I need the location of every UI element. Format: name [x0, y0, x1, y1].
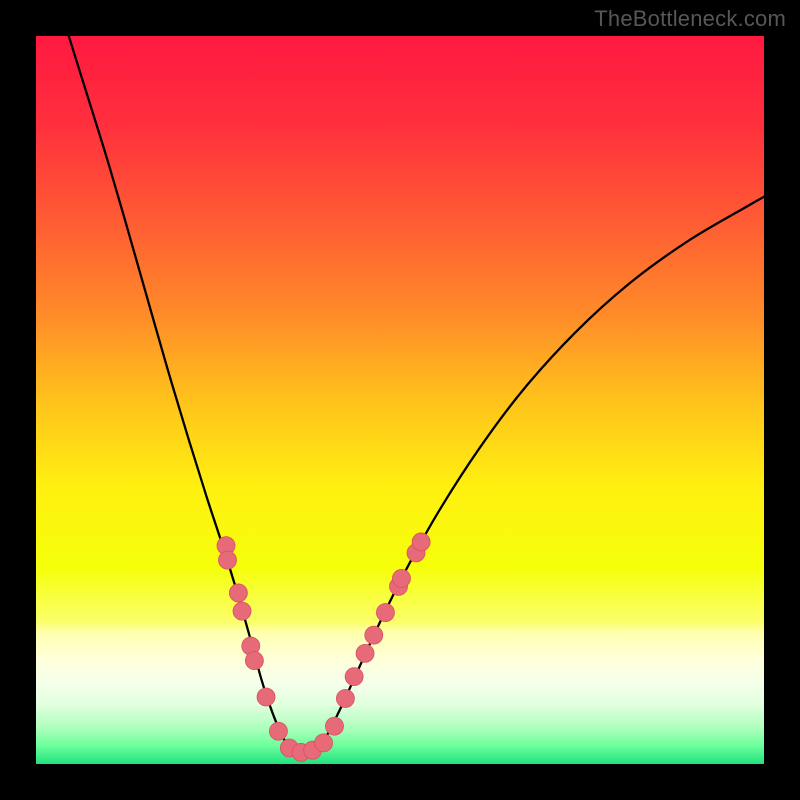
data-marker [336, 689, 354, 707]
watermark-text: TheBottleneck.com [594, 6, 786, 32]
data-marker [365, 626, 383, 644]
data-marker [233, 602, 251, 620]
data-marker [325, 717, 343, 735]
data-marker [245, 652, 263, 670]
data-marker [345, 668, 363, 686]
data-marker [315, 734, 333, 752]
data-marker [218, 551, 236, 569]
data-marker [269, 722, 287, 740]
data-marker [229, 584, 247, 602]
data-marker [376, 604, 394, 622]
gradient-plot-area [36, 36, 764, 764]
data-marker [392, 569, 410, 587]
data-marker [257, 688, 275, 706]
bottleneck-chart-svg [0, 0, 800, 800]
chart-stage: TheBottleneck.com [0, 0, 800, 800]
data-marker [356, 644, 374, 662]
data-marker [412, 533, 430, 551]
